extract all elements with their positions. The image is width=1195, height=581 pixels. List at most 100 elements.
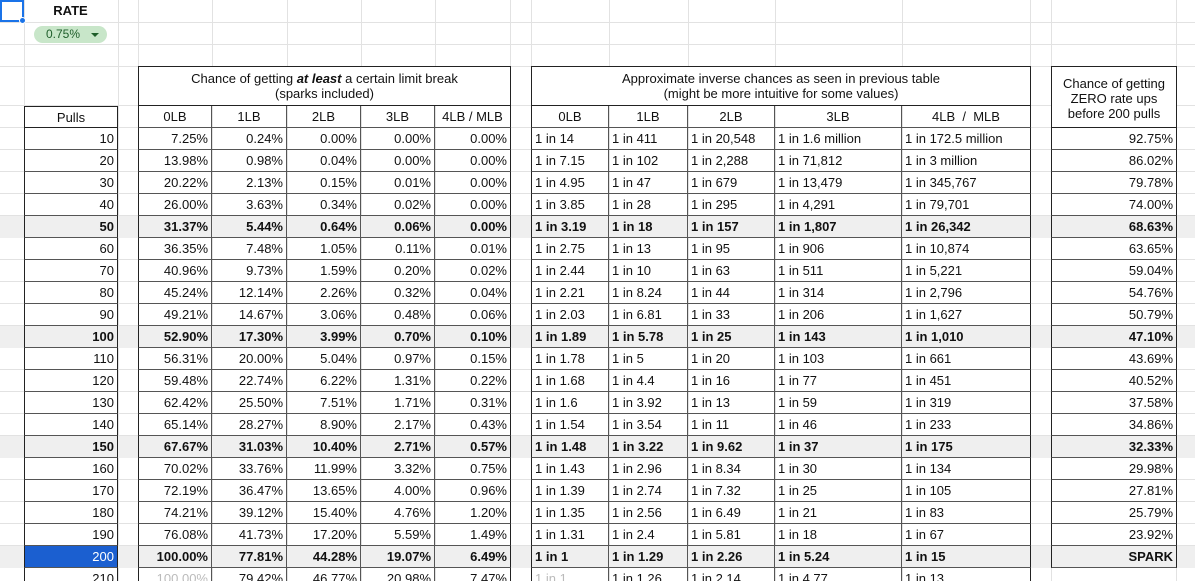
table-cell: 8.90%	[287, 414, 361, 436]
table-cell: 1 in 13	[609, 238, 688, 260]
grid-line	[435, 0, 436, 581]
row-label: 50	[24, 216, 118, 238]
table-cell: 1 in 5.81	[688, 524, 775, 546]
column-header: 3LB	[361, 106, 435, 128]
table-cell: 1.31%	[361, 370, 435, 392]
title-part: a certain limit break	[341, 71, 458, 86]
table-cell: 1 in 1.26	[609, 568, 688, 581]
table-cell: 1 in 95	[688, 238, 775, 260]
row-label: 20	[24, 150, 118, 172]
table-cell: 0.00%	[361, 150, 435, 172]
table-cell: 1 in 2,288	[688, 150, 775, 172]
column-header: 4LB / MLB	[435, 106, 511, 128]
fill-handle[interactable]	[19, 17, 26, 24]
column-header: 0LB	[138, 106, 212, 128]
table-cell: 1 in 20	[688, 348, 775, 370]
table-cell: 0.57%	[435, 436, 511, 458]
table-cell: 13.98%	[138, 150, 212, 172]
row-label: 120	[24, 370, 118, 392]
rate-value: 0.75%	[46, 27, 81, 41]
table-cell: 0.04%	[435, 282, 511, 304]
table-cell: 67.67%	[138, 436, 212, 458]
table-cell: 0.00%	[435, 216, 511, 238]
table-cell: 7.51%	[287, 392, 361, 414]
table-cell: 4.00%	[361, 480, 435, 502]
row-label: 110	[24, 348, 118, 370]
table-cell: 1 in 233	[902, 414, 1031, 436]
table-cell: 1 in 1.39	[531, 480, 609, 502]
table-cell: 1 in 2.21	[531, 282, 609, 304]
table-cell: 0.70%	[361, 326, 435, 348]
rate-chip[interactable]: 0.75%	[34, 26, 107, 43]
table-cell: 1 in 6.81	[609, 304, 688, 326]
group-header: Approximate inverse chances as seen in p…	[531, 66, 1031, 106]
table-cell: 0.15%	[435, 348, 511, 370]
table-cell: 1 in 8.24	[609, 282, 688, 304]
table-cell: 3.32%	[361, 458, 435, 480]
table-cell: 1 in 6.49	[688, 502, 775, 524]
table-cell: 1 in 206	[775, 304, 902, 326]
grid-line	[0, 22, 1195, 23]
table-cell: 1 in 44	[688, 282, 775, 304]
table-cell: 0.11%	[361, 238, 435, 260]
row-label: 210	[24, 568, 118, 581]
table-cell: 1 in 2.75	[531, 238, 609, 260]
table-cell: 68.63%	[1051, 216, 1177, 238]
table-cell: 100.00%	[138, 546, 212, 568]
column-header: Pulls	[24, 106, 118, 128]
table-cell: 79.42%	[212, 568, 287, 581]
table-cell: 1 in 105	[902, 480, 1031, 502]
table-cell: 1 in 30	[775, 458, 902, 480]
table-cell: 40.96%	[138, 260, 212, 282]
row-label: 80	[24, 282, 118, 304]
table-cell: 2.17%	[361, 414, 435, 436]
table-cell: 11.99%	[287, 458, 361, 480]
table-cell: 0.00%	[435, 194, 511, 216]
table-cell: 1 in 13	[902, 568, 1031, 581]
table-cell: 1 in 511	[775, 260, 902, 282]
table-cell: 5.44%	[212, 216, 287, 238]
row-label: 190	[24, 524, 118, 546]
table-cell: 0.43%	[435, 414, 511, 436]
table-cell: 5.04%	[287, 348, 361, 370]
table-cell: 1 in 20,548	[688, 128, 775, 150]
table-cell: 1 in 3.54	[609, 414, 688, 436]
column-header: 4LB / MLB	[902, 106, 1031, 128]
table-cell: 1 in 679	[688, 172, 775, 194]
table-cell: 1 in 4.77	[775, 568, 902, 581]
grid-line	[287, 0, 288, 581]
table-cell: 34.86%	[1051, 414, 1177, 436]
table-cell: 0.34%	[287, 194, 361, 216]
table-cell: 1 in 1.48	[531, 436, 609, 458]
table-cell: 17.20%	[287, 524, 361, 546]
table-cell: 25.79%	[1051, 502, 1177, 524]
grid-line	[902, 0, 903, 581]
table-cell: 56.31%	[138, 348, 212, 370]
table-cell: 72.19%	[138, 480, 212, 502]
table-cell: 0.06%	[435, 304, 511, 326]
table-cell: 0.20%	[361, 260, 435, 282]
table-cell: 74.21%	[138, 502, 212, 524]
table-cell: 22.74%	[212, 370, 287, 392]
row-label: 130	[24, 392, 118, 414]
column-header: 0LB	[531, 106, 609, 128]
table-cell: 1 in 11	[688, 414, 775, 436]
table-cell: 1 in 14	[531, 128, 609, 150]
table-cell: 6.22%	[287, 370, 361, 392]
table-cell: 0.31%	[435, 392, 511, 414]
table-cell: 45.24%	[138, 282, 212, 304]
table-cell: 1 in 411	[609, 128, 688, 150]
table-cell: 1 in 5.78	[609, 326, 688, 348]
table-cell: 1 in 345,767	[902, 172, 1031, 194]
table-cell: 4.76%	[361, 502, 435, 524]
table-cell: 36.35%	[138, 238, 212, 260]
table-cell: 1 in 1,807	[775, 216, 902, 238]
group-title: Chance of getting at least a certain lim…	[139, 71, 510, 86]
row-highlight	[0, 216, 1195, 238]
table-cell: 1 in 295	[688, 194, 775, 216]
table-cell: 0.22%	[435, 370, 511, 392]
table-cell: 1 in 25	[688, 326, 775, 348]
table-cell: SPARK	[1051, 546, 1177, 568]
table-cell: 50.79%	[1051, 304, 1177, 326]
table-cell: 0.32%	[361, 282, 435, 304]
